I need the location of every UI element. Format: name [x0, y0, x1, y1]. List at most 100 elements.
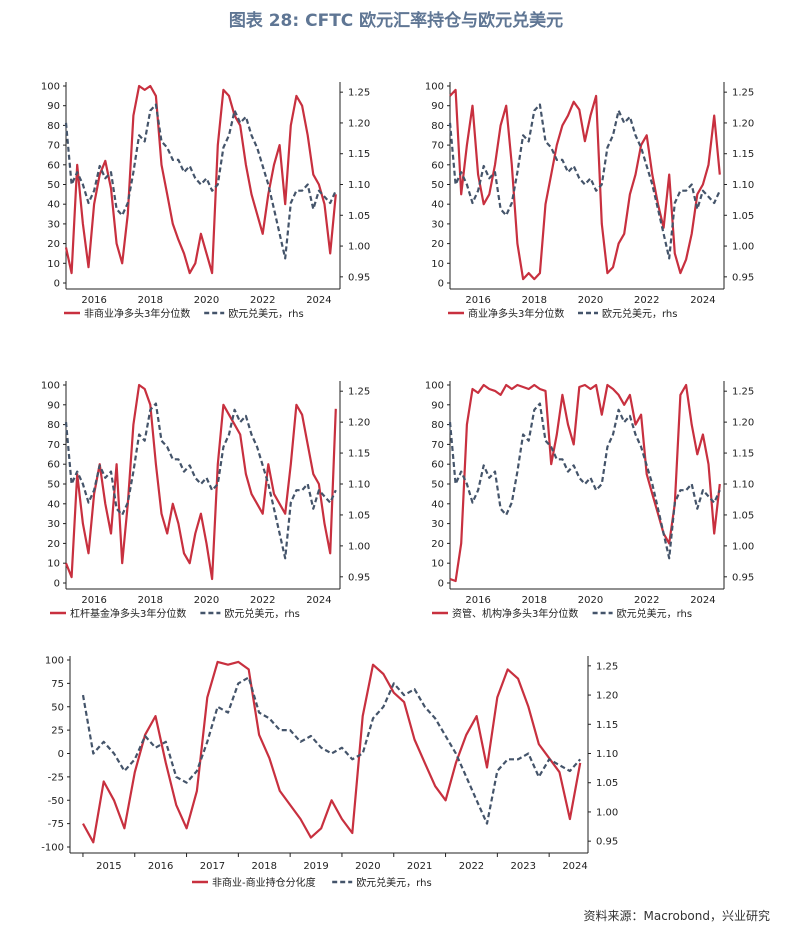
leveraged-funds-ytick-label: 40 [47, 499, 60, 510]
commercial-xtick-label: 2024 [690, 295, 715, 306]
non-commercial-xtick-label: 2018 [138, 295, 163, 306]
leveraged-funds-y2tick-label: 1.25 [348, 387, 370, 398]
leveraged-funds-y2tick-label: 1.00 [348, 541, 370, 552]
asset-managers-xtick-label: 2020 [578, 595, 603, 606]
non-commercial-ytick-label: 10 [47, 259, 60, 270]
commercial-y2tick-label: 1.15 [732, 149, 754, 160]
leveraged-funds-y2tick-label: 0.95 [348, 572, 370, 583]
non-commercial-ytick-label: 0 [54, 279, 60, 290]
commercial-ytick-label: 0 [438, 279, 444, 290]
non-commercial-xtick-label: 2024 [306, 295, 331, 306]
divergence-xtick-label: 2024 [562, 861, 587, 872]
divergence-y2tick-label: 0.95 [596, 837, 618, 848]
divergence-eurusd-line [81, 676, 582, 825]
leveraged-funds-ytick-label: 0 [54, 579, 60, 590]
divergence-ytick-label: 0 [58, 749, 64, 760]
asset-managers-ytick-label: 60 [431, 460, 444, 471]
leveraged-funds-legend-position-label: 杠杆基金净多头3年分位数 [70, 607, 186, 620]
leveraged-funds-ytick-label: 80 [47, 420, 60, 431]
commercial-ytick-label: 60 [431, 160, 444, 171]
commercial-eurusd-line [448, 103, 721, 260]
divergence-legend-eurusd-label: 欧元兑美元，rhs [356, 876, 431, 889]
non-commercial-eurusd-line [64, 103, 337, 260]
non-commercial-ytick-label: 20 [47, 239, 60, 250]
non-commercial-ytick-label: 60 [47, 160, 60, 171]
commercial-ytick-label: 10 [431, 259, 444, 270]
asset-managers-y2tick-label: 1.10 [732, 480, 754, 491]
leveraged-funds-ytick-label: 90 [47, 400, 60, 411]
non-commercial-y2tick-label: 1.20 [348, 118, 370, 129]
leveraged-funds-xtick-label: 2020 [194, 595, 219, 606]
divergence-ytick-label: 25 [51, 726, 64, 737]
divergence-ytick-label: 50 [51, 702, 64, 713]
divergence-y2tick-label: 1.25 [596, 661, 618, 672]
leveraged-funds-ytick-label: 70 [47, 440, 60, 451]
divergence-y2tick-label: 1.20 [596, 691, 618, 702]
commercial-xtick-label: 2018 [522, 295, 547, 306]
commercial-xtick-label: 2022 [634, 295, 659, 306]
non-commercial-ytick-label: 90 [47, 101, 60, 112]
leveraged-funds-ytick-label: 60 [47, 460, 60, 471]
divergence-ytick-label: -100 [41, 843, 64, 854]
non-commercial-ytick-label: 100 [41, 82, 60, 93]
non-commercial-ytick-label: 80 [47, 121, 60, 132]
asset-managers-xtick-label: 2024 [690, 595, 715, 606]
asset-managers-y2tick-label: 1.00 [732, 541, 754, 552]
leveraged-funds-position-line [64, 383, 337, 581]
commercial-ytick-label: 80 [431, 121, 444, 132]
non-commercial-y2tick-label: 1.00 [348, 242, 370, 253]
commercial-y2tick-label: 1.10 [732, 180, 754, 191]
asset-managers-ytick-label: 30 [431, 519, 444, 530]
asset-managers-ytick-label: 10 [431, 559, 444, 570]
commercial-ytick-label: 30 [431, 219, 444, 230]
non-commercial-y2tick-label: 1.15 [348, 149, 370, 160]
asset-managers-eurusd-line [448, 402, 721, 560]
divergence-xtick-label: 2017 [200, 861, 225, 872]
divergence-xtick-label: 2015 [96, 861, 121, 872]
asset-managers-ytick-label: 40 [431, 499, 444, 510]
divergence-xtick-label: 2021 [407, 861, 432, 872]
divergence-xtick-label: 2023 [511, 861, 536, 872]
asset-managers-legend-position-label: 资管、机构净多头3年分位数 [452, 607, 578, 620]
asset-managers-ytick-label: 0 [438, 579, 444, 590]
leveraged-funds-y2tick-label: 1.20 [348, 418, 370, 429]
asset-managers-y2tick-label: 1.20 [732, 418, 754, 429]
divergence-xtick-label: 2016 [148, 861, 173, 872]
divergence-ytick-label: 100 [45, 656, 64, 667]
leveraged-funds-ytick-label: 50 [47, 480, 60, 491]
divergence-ytick-label: -25 [48, 772, 64, 783]
commercial-y2tick-label: 0.95 [732, 272, 754, 283]
commercial-legend-position-label: 商业净多头3年分位数 [468, 307, 564, 320]
non-commercial-ytick-label: 50 [47, 180, 60, 191]
non-commercial-ytick-label: 40 [47, 200, 60, 211]
commercial-y2tick-label: 1.20 [732, 118, 754, 129]
commercial-position-line [449, 88, 721, 281]
non-commercial-xtick-label: 2016 [81, 295, 106, 306]
commercial-xtick-label: 2016 [465, 295, 490, 306]
commercial-ytick-label: 40 [431, 200, 444, 211]
divergence-legend-position-label: 非商业-商业持仓分化度 [212, 876, 316, 889]
leveraged-funds-y2tick-label: 1.15 [348, 449, 370, 460]
asset-managers-xtick-label: 2016 [465, 595, 490, 606]
commercial-ytick-label: 100 [425, 82, 444, 93]
non-commercial-xtick-label: 2022 [250, 295, 275, 306]
commercial-y2tick-label: 1.05 [732, 211, 754, 222]
leveraged-funds-ytick-label: 30 [47, 519, 60, 530]
divergence-ytick-label: 75 [51, 679, 64, 690]
commercial-ytick-label: 70 [431, 141, 444, 152]
non-commercial-y2tick-label: 1.05 [348, 211, 370, 222]
divergence-ytick-label: -50 [48, 796, 64, 807]
source-note: 资料来源：Macrobond，兴业研究 [583, 909, 771, 923]
divergence-y2tick-label: 1.00 [596, 807, 618, 818]
non-commercial-legend-eurusd-label: 欧元兑美元，rhs [228, 307, 303, 320]
asset-managers-ytick-label: 50 [431, 480, 444, 491]
commercial-legend-eurusd-label: 欧元兑美元，rhs [602, 307, 677, 320]
commercial-xtick-label: 2020 [578, 295, 603, 306]
divergence-y2tick-label: 1.05 [596, 778, 618, 789]
asset-managers-xtick-label: 2018 [522, 595, 547, 606]
divergence-y2tick-label: 1.15 [596, 720, 618, 731]
asset-managers-legend-eurusd-label: 欧元兑美元，rhs [617, 607, 692, 620]
leveraged-funds-xtick-label: 2022 [250, 595, 275, 606]
commercial-y2tick-label: 1.25 [732, 88, 754, 99]
